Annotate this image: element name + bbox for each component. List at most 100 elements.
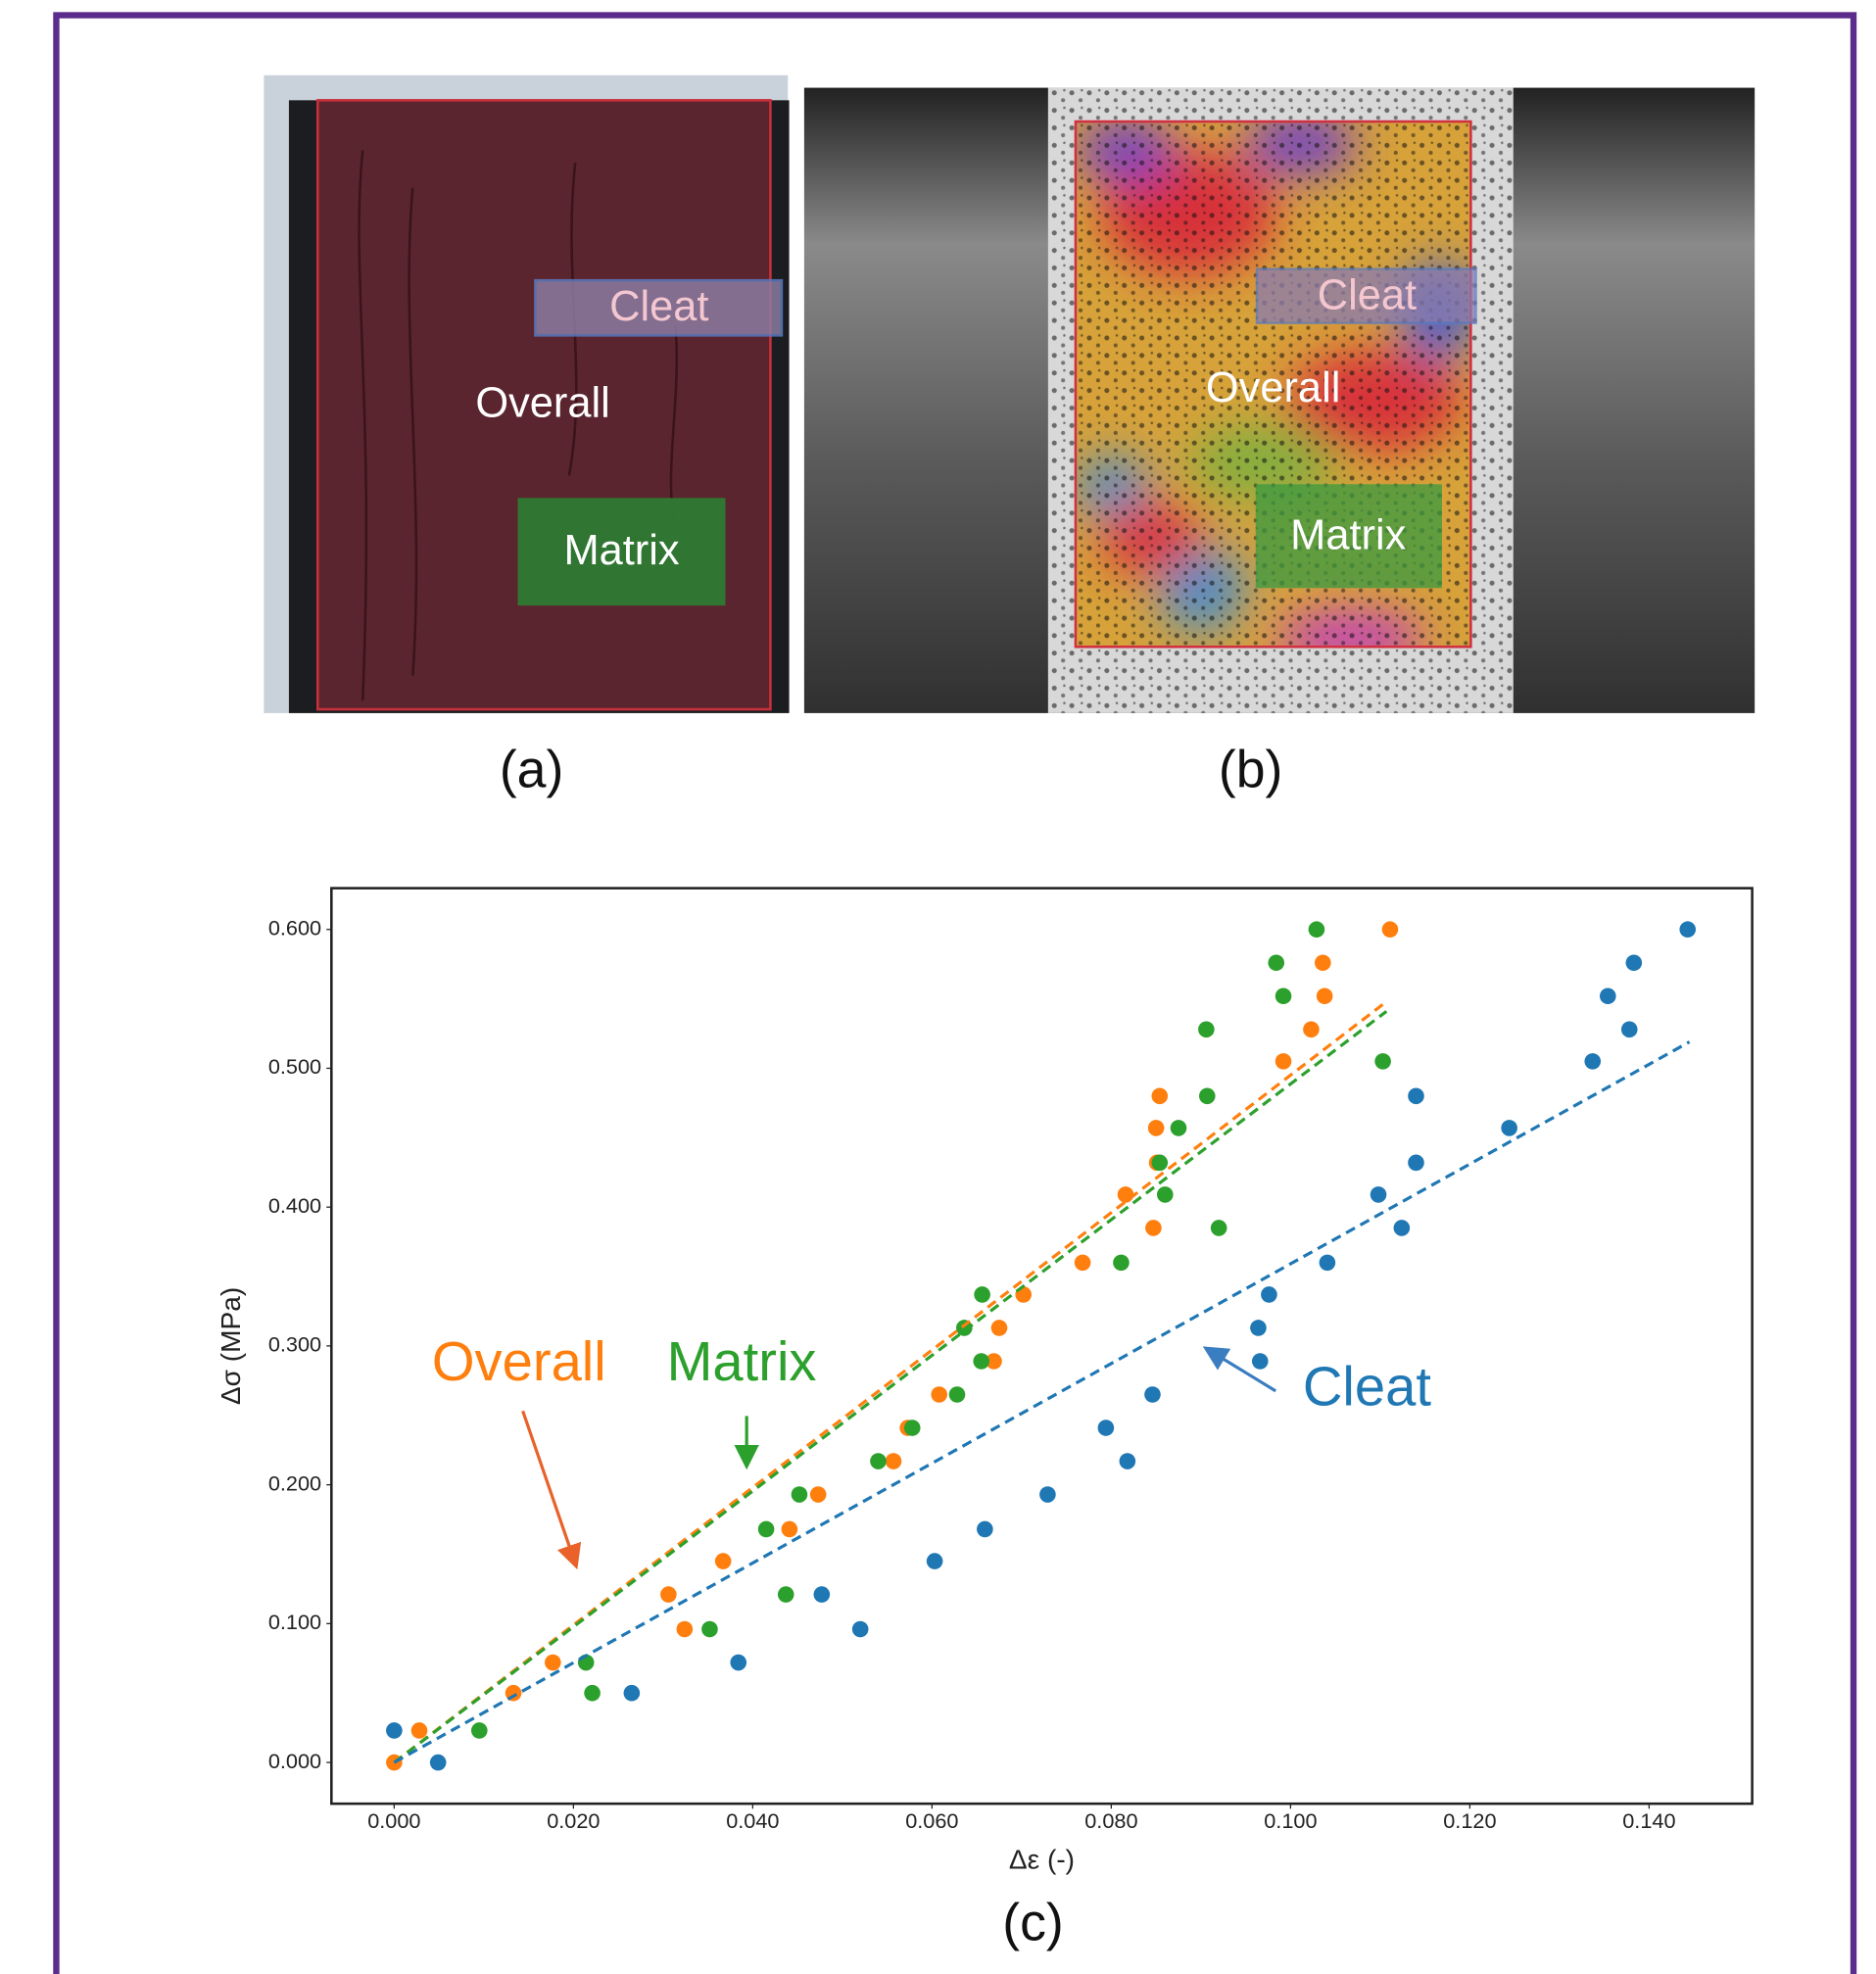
data-point bbox=[660, 1586, 677, 1603]
data-point bbox=[1268, 954, 1285, 972]
data-point bbox=[410, 1722, 428, 1739]
data-point bbox=[1147, 1120, 1165, 1136]
data-point bbox=[1315, 954, 1331, 972]
data-point bbox=[1198, 1021, 1215, 1038]
x-tick-label: 0.100 bbox=[1264, 1808, 1317, 1833]
region-label: Cleat bbox=[1318, 272, 1417, 319]
data-point bbox=[1275, 987, 1292, 1005]
data-point bbox=[809, 1486, 827, 1503]
fit-line bbox=[393, 1040, 1691, 1764]
data-point bbox=[870, 1453, 887, 1469]
data-point bbox=[986, 1353, 1002, 1370]
data-point bbox=[1275, 1053, 1292, 1070]
data-point bbox=[545, 1654, 561, 1671]
data-point bbox=[931, 1386, 947, 1403]
data-point bbox=[781, 1520, 798, 1538]
data-point bbox=[1308, 921, 1325, 939]
data-point bbox=[1620, 1021, 1638, 1038]
x-tick-label: 0.060 bbox=[905, 1808, 958, 1833]
data-point bbox=[977, 1520, 993, 1538]
data-point bbox=[990, 1320, 1008, 1336]
data-point bbox=[903, 1420, 921, 1436]
x-tick-label: 0.040 bbox=[726, 1808, 779, 1833]
fit-line bbox=[393, 1010, 1388, 1764]
y-tick-label: 0.200 bbox=[268, 1470, 321, 1495]
x-tick-label: 0.120 bbox=[1443, 1808, 1496, 1833]
y-tick-label: 0.100 bbox=[268, 1610, 321, 1634]
x-tick-label: 0.020 bbox=[547, 1808, 600, 1833]
data-point bbox=[885, 1453, 902, 1469]
data-point bbox=[1119, 1453, 1136, 1469]
data-point bbox=[1145, 1220, 1162, 1236]
data-point bbox=[851, 1620, 869, 1638]
data-point bbox=[1250, 1320, 1267, 1336]
data-point bbox=[1408, 1154, 1424, 1172]
data-point bbox=[1156, 1186, 1174, 1203]
data-point bbox=[1393, 1220, 1411, 1236]
y-tick-label: 0.500 bbox=[268, 1054, 321, 1079]
region-label: Matrix bbox=[563, 527, 679, 574]
data-point bbox=[1251, 1353, 1269, 1370]
frame bbox=[53, 12, 1857, 1974]
y-tick-label: 0.000 bbox=[268, 1749, 321, 1773]
x-tick-label: 0.140 bbox=[1622, 1808, 1675, 1833]
x-axis-label: Δε (-) bbox=[1009, 1844, 1075, 1874]
annotation: Overall bbox=[432, 1330, 606, 1392]
panel-label: (c) bbox=[1002, 1893, 1064, 1951]
data-point bbox=[714, 1553, 732, 1569]
data-point bbox=[1170, 1120, 1187, 1136]
data-point bbox=[701, 1620, 718, 1638]
data-point bbox=[1151, 1154, 1169, 1172]
x-tick-label: 0.000 bbox=[367, 1808, 420, 1833]
data-point bbox=[1210, 1220, 1227, 1236]
data-point bbox=[1370, 1186, 1387, 1203]
data-point bbox=[1319, 1254, 1336, 1272]
data-point bbox=[1113, 1254, 1130, 1272]
data-point bbox=[1381, 921, 1399, 939]
data-point bbox=[623, 1684, 641, 1702]
data-point bbox=[757, 1520, 775, 1538]
data-point bbox=[429, 1754, 447, 1771]
y-tick-label: 0.400 bbox=[268, 1193, 321, 1218]
data-point bbox=[386, 1722, 403, 1739]
region-label: Overall bbox=[1206, 364, 1340, 411]
panel-label: (b) bbox=[1219, 740, 1283, 798]
photo-a bbox=[264, 74, 790, 713]
data-point bbox=[948, 1386, 966, 1403]
annotation: Cleat bbox=[1303, 1356, 1431, 1418]
data-point bbox=[584, 1684, 601, 1702]
data-point bbox=[1501, 1120, 1517, 1136]
y-tick-label: 0.600 bbox=[268, 915, 321, 939]
fit-line bbox=[393, 1000, 1388, 1764]
x-tick-label: 0.080 bbox=[1084, 1808, 1137, 1833]
data-point bbox=[1374, 1053, 1391, 1070]
data-point bbox=[1303, 1021, 1320, 1038]
region-label: Matrix bbox=[1290, 512, 1406, 559]
region-label: Overall bbox=[475, 379, 609, 426]
annotation-arrow bbox=[521, 1410, 582, 1570]
y-tick-label: 0.300 bbox=[268, 1332, 321, 1357]
data-point bbox=[791, 1486, 808, 1503]
data-point bbox=[1117, 1186, 1134, 1203]
data-point bbox=[1097, 1420, 1115, 1436]
annotation: Matrix bbox=[667, 1330, 817, 1392]
data-point bbox=[730, 1654, 747, 1671]
data-point bbox=[1151, 1087, 1169, 1105]
data-point bbox=[676, 1620, 694, 1638]
data-point bbox=[777, 1586, 794, 1603]
data-point bbox=[1144, 1386, 1161, 1403]
data-point bbox=[1198, 1087, 1216, 1105]
data-point bbox=[1039, 1486, 1056, 1503]
data-point bbox=[1074, 1254, 1091, 1272]
data-point bbox=[1625, 954, 1643, 972]
y-axis-label: Δσ (MPa) bbox=[216, 1287, 246, 1405]
data-point bbox=[974, 1286, 990, 1303]
data-point bbox=[1261, 1286, 1277, 1303]
region-label: Cleat bbox=[609, 283, 708, 330]
photo-b bbox=[803, 87, 1756, 713]
annotation-arrow bbox=[1202, 1346, 1277, 1393]
data-point bbox=[470, 1722, 488, 1739]
data-point bbox=[1679, 921, 1697, 939]
